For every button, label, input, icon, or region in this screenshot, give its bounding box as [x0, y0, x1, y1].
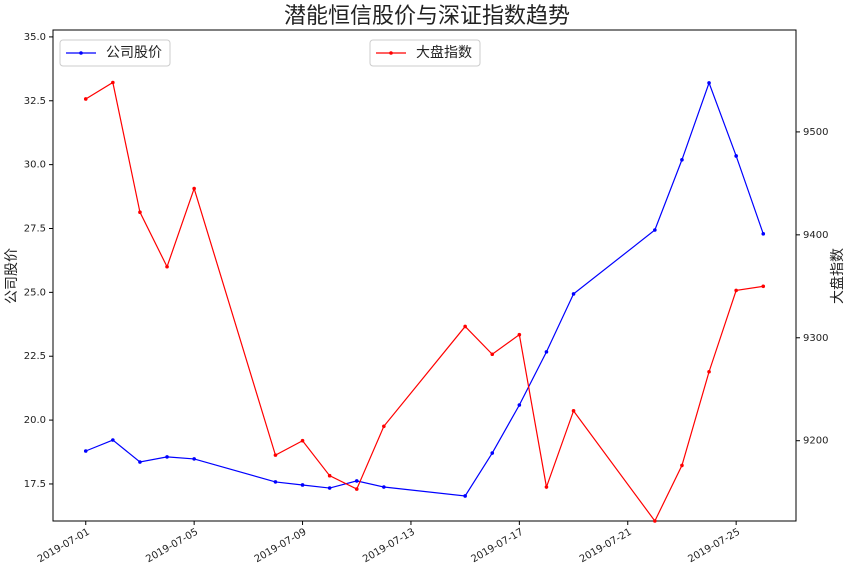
- chart-title: 潜能恒信股价与深证指数趋势: [284, 4, 570, 29]
- point: [273, 453, 278, 457]
- x-tick-label: 2019-07-01: [36, 527, 92, 566]
- legend-marker: [389, 51, 393, 55]
- point: [192, 186, 196, 191]
- point: [300, 438, 305, 443]
- point: [354, 487, 359, 491]
- y2-tick-label: 9300: [803, 333, 828, 344]
- point: [300, 483, 305, 487]
- y2-axis-label: 大盘指数: [829, 248, 846, 304]
- x-tick-label: 2019-07-25: [686, 527, 742, 566]
- point: [111, 80, 115, 85]
- point: [707, 369, 711, 374]
- y2-tick-label: 9500: [803, 127, 828, 138]
- point: [734, 154, 738, 158]
- series-line: [85, 81, 764, 523]
- point: [544, 350, 549, 354]
- point: [544, 485, 549, 489]
- point: [138, 460, 142, 464]
- y-tick-label: 30.0: [24, 160, 46, 171]
- y2-tick-label: 9200: [803, 436, 828, 447]
- legend-label: 大盘指数: [416, 44, 472, 61]
- legend: 公司股价: [59, 39, 171, 67]
- point: [680, 463, 684, 468]
- point: [83, 449, 88, 453]
- point: [382, 485, 386, 489]
- point: [761, 232, 766, 236]
- x-tick-label: 2019-07-13: [361, 527, 417, 566]
- legend-box: [59, 39, 171, 67]
- plot-frame: [52, 29, 797, 522]
- y-axis-label: 公司股价: [4, 248, 20, 304]
- point: [463, 324, 467, 329]
- point: [490, 352, 495, 357]
- point: [83, 97, 88, 101]
- x-tick-label: 2019-07-17: [470, 527, 526, 566]
- legend-label: 公司股价: [106, 45, 162, 61]
- series-line: [85, 81, 764, 497]
- point: [165, 264, 169, 269]
- x-tick-label: 2019-07-21: [578, 527, 634, 566]
- y-tick-label: 27.5: [24, 223, 46, 234]
- point: [165, 455, 169, 459]
- legend: 大盘指数: [369, 39, 481, 67]
- point: [517, 332, 522, 337]
- y-tick-label: 17.5: [24, 479, 46, 490]
- point: [273, 480, 278, 484]
- point: [138, 210, 142, 214]
- point: [653, 228, 657, 232]
- point: [111, 438, 115, 442]
- point: [490, 451, 495, 455]
- point: [734, 288, 738, 293]
- point: [382, 424, 386, 429]
- point: [327, 473, 332, 478]
- point: [707, 81, 711, 85]
- y2-tick-label: 9400: [803, 230, 828, 241]
- x-tick-label: 2019-07-05: [144, 527, 200, 566]
- point: [761, 284, 766, 289]
- point: [571, 409, 576, 413]
- x-tick-label: 2019-07-09: [253, 527, 309, 566]
- y-tick-label: 22.5: [24, 351, 46, 362]
- legend-box: [369, 39, 481, 67]
- point: [463, 494, 467, 498]
- y-tick-label: 25.0: [24, 287, 46, 298]
- point: [517, 403, 522, 407]
- y-tick-label: 32.5: [24, 96, 46, 107]
- y-tick-label: 35.0: [24, 32, 46, 43]
- point: [680, 157, 684, 162]
- legend-marker: [79, 51, 83, 55]
- point: [354, 479, 359, 483]
- point: [571, 292, 576, 296]
- point: [327, 486, 332, 490]
- point: [192, 457, 196, 461]
- y-tick-label: 20.0: [24, 415, 46, 426]
- point: [653, 519, 657, 523]
